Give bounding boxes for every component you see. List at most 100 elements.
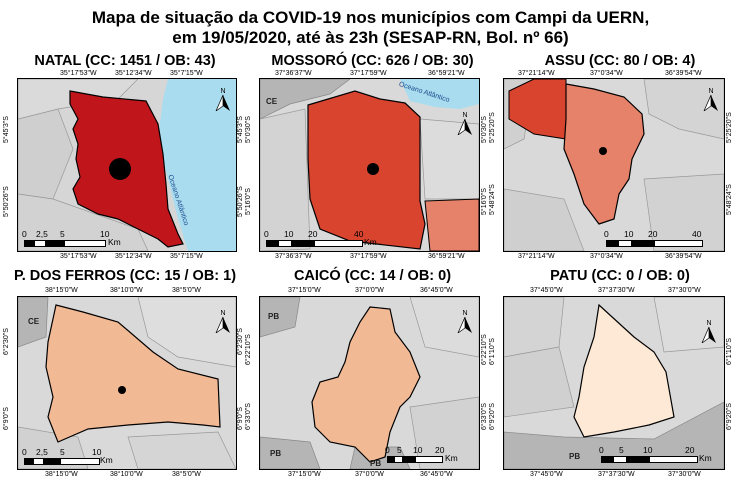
bottom-coord: 35°17'53"W <box>60 253 97 260</box>
bottom-coord: 37°37'30"W <box>598 471 635 478</box>
state-label-pb: PB <box>270 449 282 458</box>
scale-bar: 0 5 10 20 Km <box>385 445 458 463</box>
cases-marker <box>109 158 131 180</box>
left-coord: 5°0'30"S <box>245 116 252 143</box>
right-coord: 6°9'20"S <box>726 403 733 430</box>
left-coord: 6°33'0"S <box>245 403 252 430</box>
map-mossoro-svg <box>260 79 479 251</box>
bottom-coord: 36°45'0"W <box>420 471 453 478</box>
svg-text:N: N <box>462 310 467 317</box>
panel-title: ASSU (CC: 80 / OB: 4) <box>544 53 696 69</box>
map-frame: CE N 0 2,5 5 10 Km <box>17 296 237 470</box>
scale-bar: 0 2,5 5 10 Km <box>22 229 121 247</box>
north-arrow-icon: N <box>215 310 230 333</box>
left-coord: 6°9'0"S <box>3 407 10 430</box>
top-coord: 36°39'54"W <box>665 70 702 77</box>
map-frame: N 0 10 20 40 <box>503 78 725 252</box>
panel-title: PATU (CC: 0 / OB: 0) <box>550 268 690 284</box>
right-coord: 5°16'0"S <box>481 188 488 215</box>
panel-title: P. DOS FERROS (CC: 15 / OB: 1) <box>13 268 237 284</box>
bottom-coord: 37°36'37"W <box>275 253 312 260</box>
right-coord: 5°25'20"S <box>726 112 733 143</box>
top-coord: 37°0'0"W <box>355 287 384 294</box>
bottom-coord: 37°21'14"W <box>518 253 555 260</box>
map-frame: PB PB PB N 0 5 10 20 Km <box>259 296 480 470</box>
scale-bar: 0 10 20 40 <box>604 229 722 251</box>
scale-bar: 0 10 20 40 Km <box>264 229 377 247</box>
municipality-mossoro <box>307 90 426 250</box>
svg-text:N: N <box>462 112 467 119</box>
municipality-caico <box>311 306 421 463</box>
state-label-pb: PB <box>569 452 581 461</box>
map-title-line1: Mapa de situação da COVID-19 nos municíp… <box>91 8 650 27</box>
top-coord: 37°17'59"W <box>350 70 387 77</box>
north-arrow-icon: N <box>215 88 230 111</box>
right-coord: 5°0'30"S <box>481 116 488 143</box>
right-coord: 6°2'30"S <box>237 328 244 355</box>
left-coord: 6°1'10"S <box>489 338 496 365</box>
cases-marker <box>367 163 379 175</box>
left-coord: 5°50'26"S <box>3 186 10 217</box>
svg-text:N: N <box>220 310 225 317</box>
bottom-coord: 37°0'34"W <box>590 253 623 260</box>
top-coord: 38°5'0"W <box>172 287 201 294</box>
map-title-line2: em 19/05/2020, até às 23h (SESAP-RN, Bol… <box>172 28 569 47</box>
left-coord: 5°48'24"S <box>489 184 496 215</box>
bottom-coord: 37°15'0"W <box>288 471 321 478</box>
panel-title: NATAL (CC: 1451 / OB: 43) <box>34 53 216 69</box>
north-arrow-icon: N <box>457 310 472 333</box>
right-coord: 6°33'0"S <box>481 403 488 430</box>
svg-text:N: N <box>706 320 711 327</box>
top-coord: 37°15'0"W <box>288 287 321 294</box>
municipality-pau-dos-ferros <box>45 304 221 443</box>
map-frame: Oceano Atlântico N 0 2,5 5 10 Km <box>17 78 237 252</box>
map-frame: PB N 0 5 10 20 Km <box>503 296 725 470</box>
top-coord: 37°21'14"W <box>518 70 555 77</box>
bottom-coord: 35°7'15"W <box>170 253 203 260</box>
svg-text:N: N <box>708 88 713 95</box>
top-coord: 37°45'0"W <box>530 287 563 294</box>
bottom-coord: 37°17'59"W <box>350 253 387 260</box>
bottom-coord: 38°10'0"W <box>110 471 143 478</box>
north-arrow-icon: N <box>457 112 472 135</box>
top-coord: 37°37'30"W <box>598 287 635 294</box>
scale-bar: 0 5 10 20 Km <box>599 445 712 463</box>
map-assu-svg <box>504 79 724 251</box>
north-arrow-icon: N <box>703 88 718 111</box>
bottom-coord: 37°30'0"W <box>668 471 701 478</box>
left-coord: 5°45'3"S <box>3 116 10 143</box>
right-coord: 6°1'10"S <box>726 338 733 365</box>
left-coord: 5°25'20"S <box>489 112 496 143</box>
cases-marker <box>599 147 607 155</box>
state-label-pb: PB <box>370 459 382 468</box>
bottom-coord: 37°45'0"W <box>530 471 563 478</box>
left-coord: 6°22'10"S <box>245 334 252 365</box>
bottom-coord: 36°59'21"W <box>428 253 465 260</box>
top-coord: 38°15'0"W <box>45 287 78 294</box>
scale-bar: 0 2,5 5 10 Km <box>22 447 113 465</box>
cases-marker <box>118 386 126 394</box>
left-coord: 6°2'30"S <box>3 328 10 355</box>
panel-title: CAICÓ (CC: 14 / OB: 0) <box>293 268 452 284</box>
bottom-coord: 37°0'0"W <box>355 471 384 478</box>
state-label-ce: CE <box>266 97 278 106</box>
bottom-coord: 38°15'0"W <box>45 471 78 478</box>
map-caico-svg <box>260 297 479 469</box>
north-arrow-icon: N <box>701 320 716 343</box>
panel-title: MOSSORÓ (CC: 626 / OB: 30) <box>271 53 474 69</box>
top-coord: 35°17'53"W <box>60 70 97 77</box>
top-coord: 36°59'21"W <box>428 70 465 77</box>
map-pau-dos-ferros-svg <box>18 297 236 469</box>
right-coord: 5°50'26"S <box>237 186 244 217</box>
top-coord: 36°45'0"W <box>420 287 453 294</box>
state-label-pb: PB <box>268 312 280 321</box>
map-patu-svg <box>504 297 724 469</box>
top-coord: 37°0'34"W <box>590 70 623 77</box>
bottom-coord: 38°5'0"W <box>172 471 201 478</box>
top-coord: 38°10'0"W <box>110 287 143 294</box>
left-coord: 6°9'20"S <box>489 403 496 430</box>
right-coord: 5°48'24"S <box>726 184 733 215</box>
top-coord: 35°7'15"W <box>170 70 203 77</box>
ocean-area <box>158 79 236 251</box>
map-natal-svg <box>18 79 236 251</box>
